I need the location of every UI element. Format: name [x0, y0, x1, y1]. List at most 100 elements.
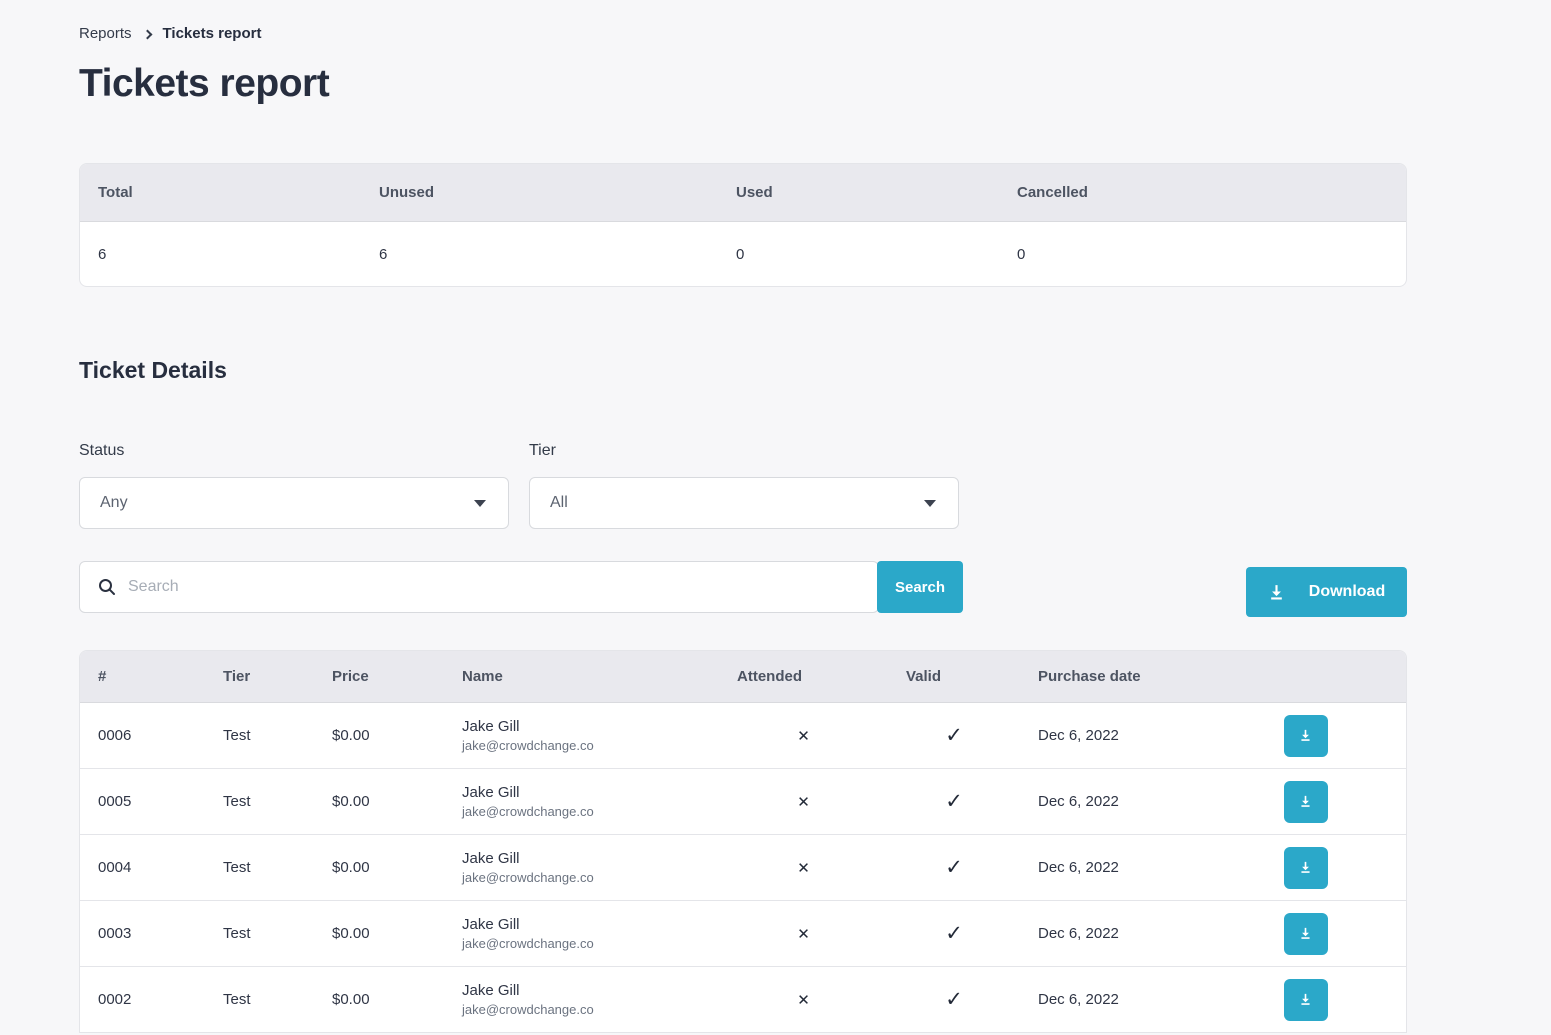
attended-x-icon: ✕	[797, 925, 810, 943]
ticket-number: 0005	[98, 793, 132, 810]
column-header-purchase-date: Purchase date	[1038, 668, 1141, 685]
filters-row: Status Any Tier All	[79, 442, 1407, 529]
row-download-button[interactable]	[1283, 846, 1328, 889]
column-header-number: #	[98, 668, 107, 685]
ticket-price: $0.00	[332, 925, 370, 942]
page-container: Reports Tickets report Tickets report To…	[79, 0, 1407, 1033]
summary-values-row: 6 6 0 0	[80, 222, 1406, 286]
purchaser-email: jake@crowdchange.co	[462, 1002, 594, 1017]
search-box	[79, 561, 879, 613]
column-header-price: Price	[332, 668, 369, 685]
table-row: 0003 Test $0.00 Jake Gill jake@crowdchan…	[80, 901, 1406, 967]
ticket-purchaser: Jake Gill jake@crowdchange.co	[444, 915, 719, 952]
summary-header-used: Used	[736, 184, 773, 201]
row-download-button[interactable]	[1283, 912, 1328, 955]
status-select-value: Any	[100, 494, 128, 511]
purchaser-name: Jake Gill	[462, 982, 520, 999]
download-icon	[1301, 993, 1310, 1005]
ticket-tier: Test	[223, 793, 251, 810]
attended-x-icon: ✕	[797, 859, 810, 877]
table-row: 0005 Test $0.00 Jake Gill jake@crowdchan…	[80, 769, 1406, 835]
ticket-price: $0.00	[332, 793, 370, 810]
chevron-down-icon	[474, 499, 486, 507]
tier-select[interactable]: All	[529, 477, 959, 529]
purchaser-name: Jake Gill	[462, 850, 520, 867]
ticket-number: 0003	[98, 925, 132, 942]
purchaser-email: jake@crowdchange.co	[462, 804, 594, 819]
breadcrumb-current: Tickets report	[162, 25, 262, 42]
row-download-button[interactable]	[1283, 714, 1328, 757]
ticket-purchaser: Jake Gill jake@crowdchange.co	[444, 783, 719, 820]
download-button-label: Download	[1308, 583, 1386, 600]
ticket-purchaser: Jake Gill jake@crowdchange.co	[444, 717, 719, 754]
search-group: Search	[79, 561, 963, 613]
purchase-date: Dec 6, 2022	[1038, 727, 1119, 744]
download-icon	[1270, 584, 1282, 600]
summary-value-cancelled: 0	[1017, 245, 1026, 263]
page-title: Tickets report	[79, 62, 330, 105]
ticket-tier: Test	[223, 727, 251, 744]
purchaser-name: Jake Gill	[462, 784, 520, 801]
column-header-valid: Valid	[906, 668, 942, 685]
ticket-price: $0.00	[332, 991, 370, 1008]
download-icon	[1301, 729, 1310, 741]
column-header-tier: Tier	[223, 668, 251, 685]
purchaser-email: jake@crowdchange.co	[462, 738, 594, 753]
summary-header-unused: Unused	[379, 184, 435, 201]
status-select[interactable]: Any	[79, 477, 509, 529]
ticket-number: 0004	[98, 859, 132, 876]
summary-value-used: 0	[736, 245, 745, 263]
download-icon	[1301, 795, 1310, 807]
purchase-date: Dec 6, 2022	[1038, 859, 1119, 876]
ticket-number: 0002	[98, 991, 132, 1008]
ticket-tier: Test	[223, 925, 251, 942]
purchase-date: Dec 6, 2022	[1038, 793, 1119, 810]
search-input[interactable]	[128, 578, 878, 596]
ticket-price: $0.00	[332, 727, 370, 744]
chevron-right-icon	[142, 29, 152, 39]
ticket-purchaser: Jake Gill jake@crowdchange.co	[444, 981, 719, 1018]
attended-x-icon: ✕	[797, 793, 810, 811]
download-button[interactable]: Download	[1246, 567, 1407, 617]
column-header-attended: Attended	[737, 668, 802, 685]
search-button[interactable]: Search	[877, 561, 963, 613]
column-header-name: Name	[462, 668, 503, 685]
section-heading-ticket-details: Ticket Details	[79, 357, 227, 383]
download-icon	[1301, 861, 1310, 873]
purchaser-email: jake@crowdchange.co	[462, 936, 594, 951]
valid-check-icon: ✓	[945, 856, 963, 879]
attended-x-icon: ✕	[797, 991, 810, 1009]
valid-check-icon: ✓	[945, 988, 963, 1011]
row-download-button[interactable]	[1283, 978, 1328, 1021]
ticket-tier: Test	[223, 991, 251, 1008]
breadcrumb: Reports Tickets report	[79, 0, 1407, 42]
ticket-price: $0.00	[332, 859, 370, 876]
ticket-number: 0006	[98, 727, 132, 744]
purchase-date: Dec 6, 2022	[1038, 925, 1119, 942]
summary-card: Total Unused Used Cancelled 6 6 0 0	[79, 163, 1407, 287]
status-filter-label: Status	[79, 442, 125, 459]
chevron-down-icon	[924, 499, 936, 507]
breadcrumb-link-reports[interactable]: Reports	[79, 25, 132, 42]
purchase-date: Dec 6, 2022	[1038, 991, 1119, 1008]
purchaser-name: Jake Gill	[462, 916, 520, 933]
table-header-row: # Tier Price Name Attended Valid Purchas…	[80, 651, 1406, 703]
valid-check-icon: ✓	[945, 724, 963, 747]
summary-value-unused: 6	[379, 245, 388, 263]
tier-filter-label: Tier	[529, 442, 556, 459]
row-download-button[interactable]	[1283, 780, 1328, 823]
tickets-table: # Tier Price Name Attended Valid Purchas…	[79, 650, 1407, 1033]
ticket-tier: Test	[223, 859, 251, 876]
download-icon	[1301, 927, 1310, 939]
status-filter: Status Any	[79, 442, 509, 529]
search-row: Search Download	[79, 561, 1407, 617]
summary-header-total: Total	[98, 184, 133, 201]
purchaser-name: Jake Gill	[462, 718, 520, 735]
table-row: 0006 Test $0.00 Jake Gill jake@crowdchan…	[80, 703, 1406, 769]
summary-value-total: 6	[98, 245, 107, 263]
summary-header-row: Total Unused Used Cancelled	[80, 164, 1406, 222]
table-row: 0004 Test $0.00 Jake Gill jake@crowdchan…	[80, 835, 1406, 901]
tier-select-value: All	[550, 494, 568, 511]
tier-filter: Tier All	[529, 442, 959, 529]
summary-header-cancelled: Cancelled	[1017, 184, 1088, 201]
